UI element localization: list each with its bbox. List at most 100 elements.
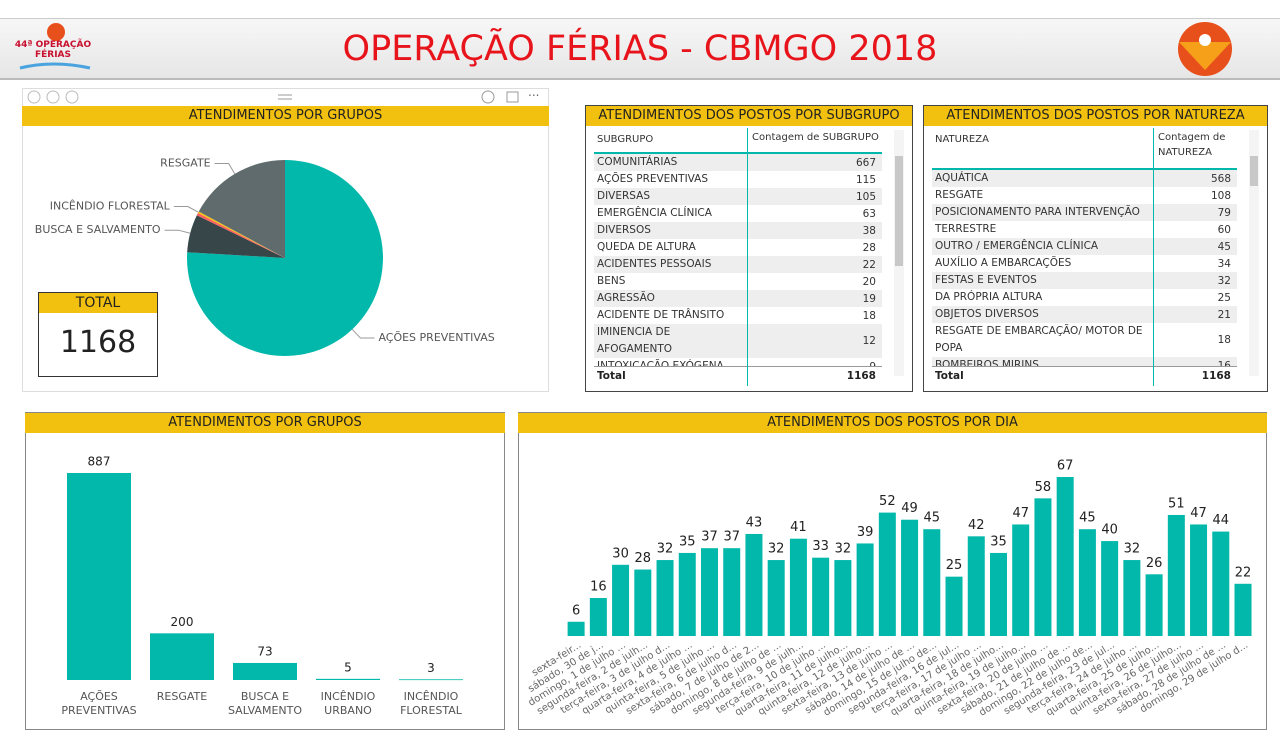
bar bbox=[1056, 477, 1074, 636]
row-value: 21 bbox=[1217, 308, 1231, 321]
data-label: 58 bbox=[1035, 480, 1052, 495]
bar bbox=[634, 569, 652, 636]
data-label: 41 bbox=[790, 520, 807, 535]
x-tick-label: INCÊNDIO URBANO bbox=[320, 690, 376, 717]
pie-label: INCÊNDIO FLORESTAL bbox=[50, 200, 171, 213]
row-label: AGRESSÃO bbox=[597, 292, 655, 304]
column-header: NATUREZA bbox=[935, 134, 989, 145]
total-value: 1168 bbox=[1201, 370, 1231, 382]
table-row: OBJETOS DIVERSOS 21 bbox=[932, 306, 1237, 323]
bar bbox=[1012, 524, 1030, 636]
column-header: SUBGRUPO bbox=[597, 134, 654, 145]
logo-text: 44ª OPERAÇÃO FÉRIAS bbox=[14, 40, 92, 60]
left-logo: 44ª OPERAÇÃO FÉRIAS bbox=[10, 20, 96, 78]
pie-label: RESGATE bbox=[160, 157, 210, 170]
table-row: COMUNITÁRIAS 667 bbox=[594, 154, 882, 171]
data-label: 47 bbox=[1190, 506, 1207, 521]
data-label: 73 bbox=[257, 644, 272, 658]
row-value: 63 bbox=[862, 207, 876, 220]
table-row: OUTRO / EMERGÊNCIA CLÍNICA 45 bbox=[932, 238, 1237, 255]
table-row: TERRESTRE 60 bbox=[932, 221, 1237, 238]
row-label: EMERGÊNCIA CLÍNICA bbox=[597, 207, 712, 219]
row-label: AÇÕES PREVENTIVAS bbox=[597, 173, 709, 185]
logo-art bbox=[19, 23, 91, 70]
data-label: 33 bbox=[812, 539, 829, 554]
row-label: INTOXICAÇÃO EXÓGENA bbox=[597, 360, 724, 366]
bar bbox=[316, 678, 380, 680]
data-label: 25 bbox=[946, 558, 963, 573]
pie-slice bbox=[198, 160, 285, 258]
table-header: NATUREZA Contagem de NATUREZA bbox=[932, 126, 1237, 170]
bar bbox=[1034, 498, 1052, 636]
row-label: ACIDENTE DE TRÂNSITO bbox=[597, 309, 725, 321]
row-label: RESGATE DE EMBARCAÇÃO/ MOTOR DE POPA bbox=[935, 325, 1143, 354]
bar bbox=[989, 552, 1007, 636]
bar bbox=[678, 552, 696, 636]
row-value: 32 bbox=[1217, 274, 1231, 287]
table-body: COMUNITÁRIAS 667 AÇÕES PREVENTIVAS 115 DIVER… bbox=[594, 154, 882, 366]
table-row: BOMBEIROS MIRINS 16 bbox=[932, 357, 1237, 366]
bar bbox=[233, 662, 297, 680]
bar bbox=[1123, 560, 1141, 636]
data-label: 22 bbox=[1235, 565, 1252, 580]
table-row: RESGATE 108 bbox=[932, 187, 1237, 204]
x-tick-label: RESGATE bbox=[156, 690, 208, 703]
table-total: Total 1168 bbox=[932, 366, 1237, 385]
row-value: 9 bbox=[747, 361, 882, 367]
row-value: 16 bbox=[1217, 359, 1231, 367]
row-label: FESTAS E EVENTOS bbox=[935, 274, 1037, 286]
bar bbox=[1190, 524, 1208, 636]
row-label: BENS bbox=[597, 275, 626, 287]
data-label: 51 bbox=[1168, 496, 1185, 511]
table-row: AGRESSÃO 19 bbox=[594, 290, 882, 307]
table-row: BENS 20 bbox=[594, 273, 882, 290]
data-label: 16 bbox=[590, 580, 607, 595]
table-row: INTOXICAÇÃO EXÓGENA 9 bbox=[594, 358, 882, 366]
table-title: ATENDIMENTOS DOS POSTOS POR NATUREZA bbox=[924, 106, 1267, 126]
row-value: 45 bbox=[1217, 240, 1231, 253]
row-value: 25 bbox=[1217, 291, 1231, 304]
table-row: ACIDENTES PESSOAIS 22 bbox=[594, 256, 882, 273]
data-label: 887 bbox=[88, 455, 111, 469]
bar bbox=[745, 533, 763, 636]
row-label: TERRESTRE bbox=[935, 223, 997, 235]
data-label: 49 bbox=[901, 501, 918, 516]
scroll-thumb bbox=[895, 156, 903, 266]
data-label: 40 bbox=[1101, 523, 1118, 538]
data-label: 26 bbox=[1146, 556, 1163, 571]
bar bbox=[656, 560, 674, 636]
bar bbox=[856, 543, 874, 636]
bar bbox=[723, 548, 741, 636]
data-label: 52 bbox=[879, 494, 896, 509]
row-value: 568 bbox=[1210, 172, 1231, 185]
table-row: DA PRÓPRIA ALTURA 25 bbox=[932, 289, 1237, 306]
table-row: EMERGÊNCIA CLÍNICA 63 bbox=[594, 205, 882, 222]
row-value: 60 bbox=[1217, 223, 1231, 236]
x-tick-label: INCÊNDIO FLORESTAL bbox=[400, 690, 462, 717]
bar bbox=[1101, 541, 1119, 636]
bar bbox=[399, 679, 463, 681]
table-panel: ATENDIMENTOS DOS POSTOS POR SUBGRUPO SUBG… bbox=[585, 105, 913, 392]
data-label: 32 bbox=[1124, 542, 1141, 557]
panel-title: ATENDIMENTOS POR GRUPOS bbox=[25, 413, 505, 433]
row-label: DA PRÓPRIA ALTURA bbox=[935, 291, 1043, 303]
scroll-thumb bbox=[1250, 156, 1258, 186]
data-label: 45 bbox=[1079, 511, 1096, 526]
pie-panel bbox=[22, 88, 549, 392]
leader-line bbox=[173, 206, 199, 213]
data-label: 43 bbox=[746, 515, 763, 530]
pie-label: BUSCA E SALVAMENTO bbox=[35, 223, 161, 236]
bar bbox=[1078, 529, 1096, 636]
panel-title: ATENDIMENTOS POR GRUPOS bbox=[22, 106, 549, 126]
bar bbox=[834, 560, 852, 636]
bar bbox=[150, 633, 214, 680]
row-label: POSICIONAMENTO PARA INTERVENÇÃO bbox=[935, 206, 1140, 218]
right-logo bbox=[1178, 22, 1232, 76]
svg-text:···: ··· bbox=[528, 89, 539, 103]
x-tick-label: AÇÕES PREVENTIVAS bbox=[61, 690, 137, 717]
data-label: 44 bbox=[1213, 513, 1230, 528]
row-value: 18 bbox=[862, 309, 876, 322]
row-label: OUTRO / EMERGÊNCIA CLÍNICA bbox=[935, 240, 1099, 252]
